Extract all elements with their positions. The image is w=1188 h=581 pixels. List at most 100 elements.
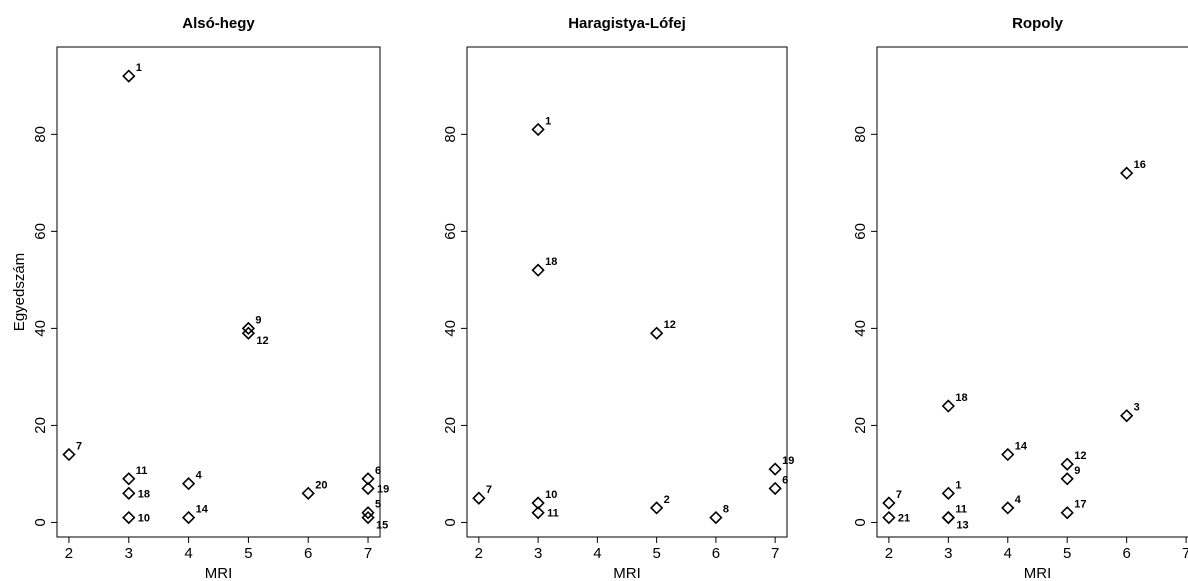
point-label: 7 xyxy=(486,484,492,496)
data-point-10 xyxy=(531,496,545,510)
data-point-12 xyxy=(1060,457,1074,471)
data-point-1 xyxy=(531,122,545,137)
point-label: 2 xyxy=(664,494,670,506)
x-tick-label: 2 xyxy=(65,545,73,562)
y-tick-label: 80 xyxy=(442,126,459,143)
x-tick-label: 7 xyxy=(1182,545,1188,562)
point-label: 14 xyxy=(1015,441,1028,453)
point-label: 11 xyxy=(955,504,967,516)
y-tick-label: 60 xyxy=(442,223,459,240)
point-label: 19 xyxy=(782,455,794,467)
x-tick-label: 6 xyxy=(1122,545,1130,562)
data-point-12 xyxy=(241,326,256,340)
point-label: 14 xyxy=(196,504,209,516)
plot-frame-3 xyxy=(876,46,1188,538)
y-tick-label: 20 xyxy=(852,417,869,434)
y-tick-label: 80 xyxy=(852,126,869,143)
y-tick-label: 0 xyxy=(32,518,49,526)
data-point-1 xyxy=(122,69,136,83)
data-point-4 xyxy=(181,477,196,491)
data-point-7 xyxy=(472,491,486,505)
data-point-2 xyxy=(649,501,664,515)
data-point-11 xyxy=(531,506,545,520)
point-label: 18 xyxy=(955,392,967,404)
data-point-11 xyxy=(122,472,136,486)
x-tick-label: 3 xyxy=(944,545,952,562)
x-tick-label: 5 xyxy=(1063,545,1071,562)
data-point-21 xyxy=(882,510,896,525)
data-point-18 xyxy=(531,263,545,277)
data-point-4 xyxy=(1001,501,1015,515)
point-label: 6 xyxy=(782,474,788,486)
point-label: 15 xyxy=(376,520,388,532)
x-tick-label: 4 xyxy=(593,545,601,562)
data-point-16 xyxy=(1120,166,1134,180)
data-point-1 xyxy=(941,486,955,500)
point-label: 17 xyxy=(1074,499,1086,511)
x-tick-label: 3 xyxy=(125,545,133,562)
point-label: 12 xyxy=(256,335,268,347)
y-tick-label: 0 xyxy=(442,518,459,526)
data-point-8 xyxy=(709,510,723,525)
data-point-3 xyxy=(1120,409,1134,423)
point-label: 9 xyxy=(1074,465,1080,477)
point-label: 18 xyxy=(545,256,557,268)
x-axis-label: MRI xyxy=(613,565,641,581)
data-point-19 xyxy=(768,462,782,476)
plot-frame-1 xyxy=(56,46,381,538)
y-tick-label: 40 xyxy=(32,320,49,337)
point-label: 9 xyxy=(255,314,261,326)
y-tick-label: 40 xyxy=(442,320,459,337)
data-point-20 xyxy=(301,486,315,500)
point-label: 11 xyxy=(547,508,559,520)
point-label: 6 xyxy=(375,465,381,477)
point-label: 20 xyxy=(315,479,327,491)
point-label: 5 xyxy=(375,499,381,511)
x-tick-label: 7 xyxy=(771,545,779,562)
data-point-5 xyxy=(361,506,375,520)
x-tick-label: 5 xyxy=(652,545,660,562)
data-point-18 xyxy=(122,486,136,500)
data-point-9 xyxy=(1060,472,1074,486)
x-tick-label: 6 xyxy=(712,545,720,562)
point-label: 4 xyxy=(196,470,203,482)
point-label: 19 xyxy=(377,483,389,495)
data-point-17 xyxy=(1060,506,1074,520)
data-point-15 xyxy=(361,510,375,525)
x-axis-label: MRI xyxy=(205,565,233,581)
point-label: 7 xyxy=(76,441,82,453)
y-tick-label: 20 xyxy=(32,417,49,434)
data-point-12 xyxy=(649,326,664,340)
point-label: 8 xyxy=(723,504,729,516)
point-label: 4 xyxy=(1015,494,1022,506)
data-point-11 xyxy=(941,510,955,525)
data-point-7 xyxy=(882,496,896,510)
data-point-13 xyxy=(941,510,955,525)
y-tick-label: 80 xyxy=(32,126,49,143)
y-tick-label: 60 xyxy=(32,223,49,240)
panel-title: Alsó-hegy xyxy=(182,15,255,32)
x-tick-label: 7 xyxy=(364,545,372,562)
data-point-10 xyxy=(122,510,136,525)
data-point-6 xyxy=(361,472,375,486)
y-tick-label: 0 xyxy=(852,518,869,526)
x-axis-label: MRI xyxy=(1024,565,1052,581)
data-point-14 xyxy=(1001,447,1015,462)
point-label: 7 xyxy=(896,489,902,501)
point-label: 12 xyxy=(664,319,676,331)
point-label: 10 xyxy=(545,489,557,501)
x-tick-label: 4 xyxy=(184,545,192,562)
data-point-7 xyxy=(62,447,76,462)
y-tick-label: 60 xyxy=(852,223,869,240)
data-point-14 xyxy=(181,510,196,525)
point-label: 1 xyxy=(136,62,142,74)
x-tick-label: 3 xyxy=(534,545,542,562)
x-tick-label: 5 xyxy=(244,545,252,562)
y-axis-label: Egyedszám xyxy=(11,253,28,331)
point-label: 13 xyxy=(956,520,968,532)
point-label: 3 xyxy=(1134,402,1140,414)
point-label: 10 xyxy=(138,513,150,525)
point-label: 21 xyxy=(898,513,910,525)
data-point-6 xyxy=(768,481,782,496)
